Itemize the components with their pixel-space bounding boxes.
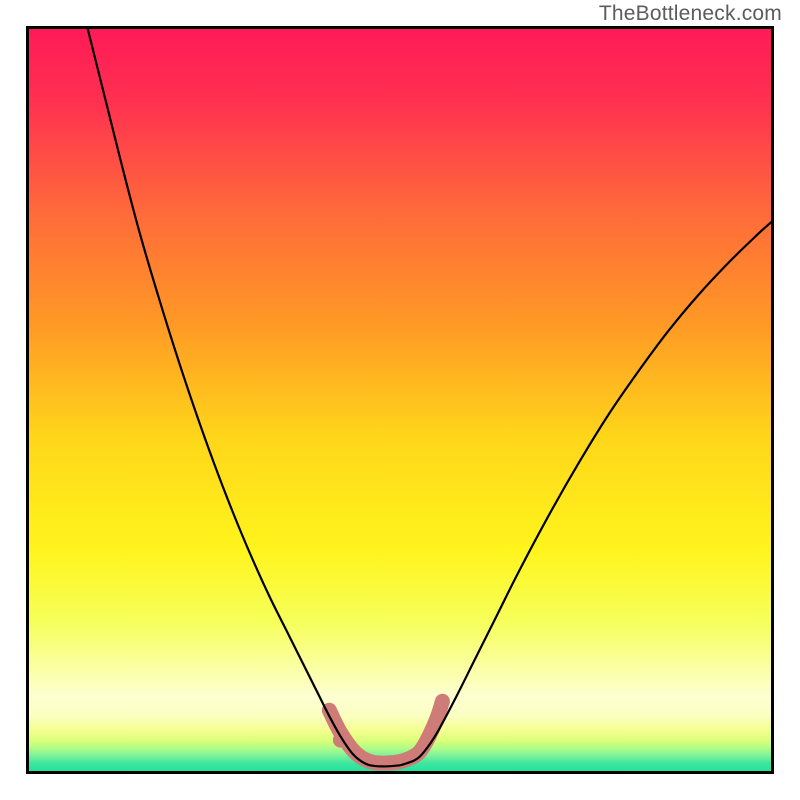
chart-svg (0, 0, 800, 800)
plot-background-gradient (28, 28, 772, 772)
watermark-label: TheBottleneck.com (599, 2, 782, 26)
chart-canvas: TheBottleneck.com (0, 0, 800, 800)
